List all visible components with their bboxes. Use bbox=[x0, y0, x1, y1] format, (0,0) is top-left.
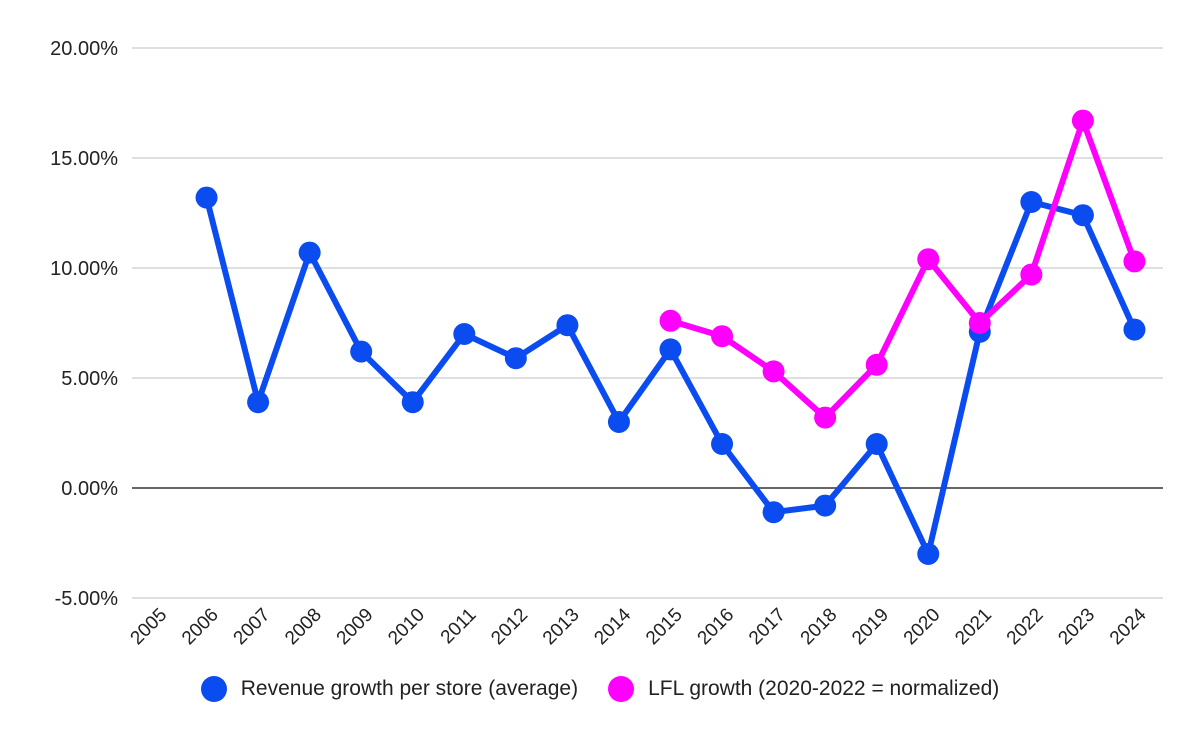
x-tick-label: 2006 bbox=[178, 604, 223, 649]
legend-label-revenue: Revenue growth per store (average) bbox=[240, 677, 579, 700]
data-point[interactable] bbox=[865, 353, 888, 376]
series-group bbox=[195, 109, 1146, 565]
data-point[interactable] bbox=[1020, 191, 1043, 213]
data-point[interactable] bbox=[814, 406, 837, 429]
data-point[interactable] bbox=[1020, 263, 1043, 286]
x-tick-label: 2016 bbox=[694, 604, 739, 649]
y-tick-label: 0.00% bbox=[61, 478, 118, 500]
data-point[interactable] bbox=[453, 323, 476, 345]
series-line bbox=[667, 117, 1138, 421]
y-tick-label: 10.00% bbox=[50, 258, 118, 280]
x-tick-label: 2019 bbox=[848, 604, 893, 649]
legend-item-revenue[interactable]: Revenue growth per store (average) bbox=[200, 676, 579, 702]
data-point[interactable] bbox=[401, 391, 424, 414]
series-1 bbox=[659, 109, 1146, 429]
data-point[interactable] bbox=[350, 340, 373, 363]
series-line bbox=[203, 194, 1138, 557]
data-point[interactable] bbox=[1123, 318, 1146, 341]
data-point[interactable] bbox=[504, 347, 527, 370]
legend: Revenue growth per store (average) LFL g… bbox=[0, 676, 1200, 702]
data-point[interactable] bbox=[659, 309, 682, 332]
x-tick-label: 2021 bbox=[951, 604, 996, 649]
x-tick-label: 2007 bbox=[230, 604, 275, 649]
data-point[interactable] bbox=[298, 241, 321, 264]
data-point[interactable] bbox=[711, 325, 734, 348]
y-tick-label: 15.00% bbox=[50, 148, 118, 170]
legend-item-lfl[interactable]: LFL growth (2020-2022 = normalized) bbox=[608, 676, 999, 702]
x-tick-label: 2022 bbox=[1003, 604, 1048, 649]
data-point[interactable] bbox=[917, 248, 940, 271]
data-point[interactable] bbox=[711, 433, 734, 455]
data-point[interactable] bbox=[556, 314, 579, 337]
x-tick-label: 2008 bbox=[281, 604, 326, 649]
x-tick-label: 2010 bbox=[384, 604, 429, 649]
data-point[interactable] bbox=[659, 338, 682, 361]
x-tick-label: 2014 bbox=[590, 604, 635, 649]
data-point[interactable] bbox=[1123, 250, 1146, 273]
data-point[interactable] bbox=[762, 501, 785, 524]
y-axis-ticks: -5.00% 0.00% 5.00% 10.00% 15.00% 20.00% bbox=[50, 38, 118, 610]
legend-swatch-lfl bbox=[608, 676, 635, 702]
x-tick-label: 2005 bbox=[127, 604, 172, 649]
y-tick-label: -5.00% bbox=[55, 588, 119, 610]
x-tick-label: 2018 bbox=[797, 604, 842, 649]
x-tick-label: 2011 bbox=[437, 604, 481, 648]
data-point[interactable] bbox=[814, 494, 837, 517]
y-tick-label: 20.00% bbox=[50, 38, 118, 60]
x-tick-label: 2012 bbox=[487, 604, 532, 649]
data-point[interactable] bbox=[968, 312, 991, 334]
data-point[interactable] bbox=[917, 543, 940, 565]
series-0 bbox=[195, 186, 1146, 565]
legend-label-lfl: LFL growth (2020-2022 = normalized) bbox=[648, 677, 1000, 700]
x-tick-label: 2015 bbox=[642, 604, 687, 649]
data-point[interactable] bbox=[1071, 109, 1094, 132]
x-axis-ticks: 2005 2006 2007 2008 2009 2010 2011 2012 2013 2014… bbox=[127, 604, 1151, 649]
data-point[interactable] bbox=[865, 433, 888, 455]
x-tick-label: 2017 bbox=[745, 604, 790, 649]
legend-swatch-revenue bbox=[200, 676, 227, 702]
x-tick-label: 2009 bbox=[333, 604, 378, 649]
data-point[interactable] bbox=[1071, 204, 1094, 227]
y-tick-label: 5.00% bbox=[61, 368, 118, 390]
data-point[interactable] bbox=[195, 186, 218, 209]
x-tick-label: 2013 bbox=[539, 604, 584, 649]
x-tick-label: 2020 bbox=[900, 604, 945, 649]
data-point[interactable] bbox=[762, 360, 785, 383]
data-point[interactable] bbox=[607, 411, 630, 433]
x-tick-label: 2023 bbox=[1054, 604, 1099, 649]
x-tick-label: 2024 bbox=[1106, 604, 1151, 649]
data-point[interactable] bbox=[247, 391, 270, 414]
